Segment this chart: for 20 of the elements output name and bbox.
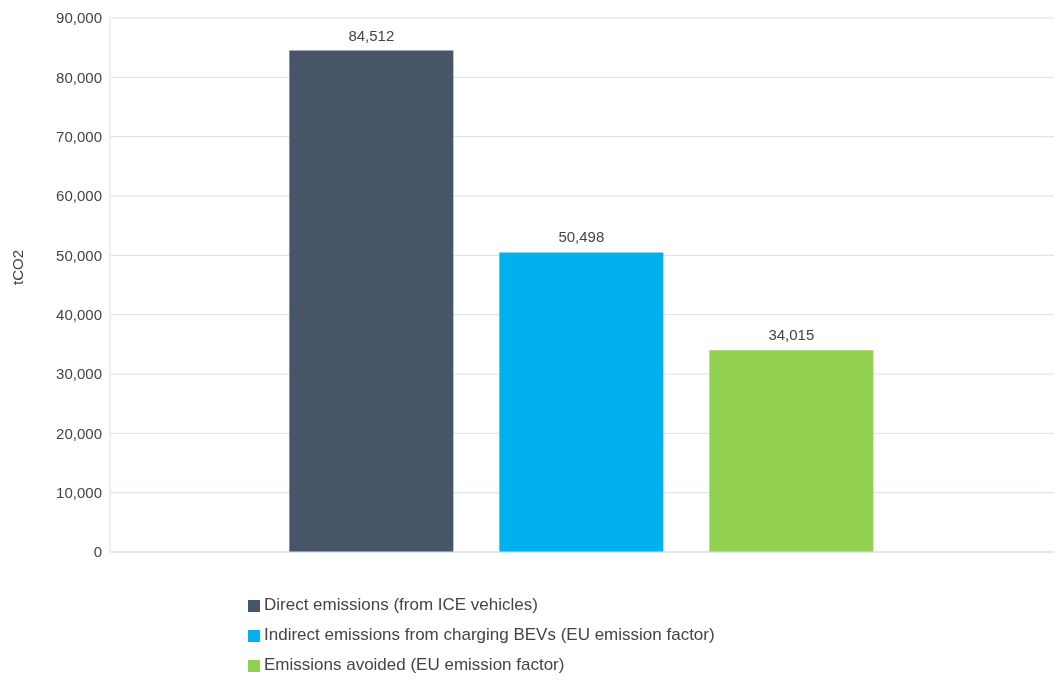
- legend-label: Indirect emissions from charging BEVs (EU emission factor): [264, 625, 715, 644]
- bar: [709, 350, 874, 552]
- legend-label: Emissions avoided (EU emission factor): [264, 655, 565, 674]
- bar: [499, 252, 664, 552]
- y-axis-title: tCO2: [9, 249, 27, 285]
- y-tick-label: 30,000: [56, 365, 102, 383]
- y-tick-label: 0: [93, 543, 102, 561]
- data-label: 34,015: [768, 326, 815, 344]
- legend-label: Direct emissions (from ICE vehicles): [264, 595, 538, 614]
- data-label: 84,512: [348, 26, 395, 44]
- y-tick-label: 80,000: [56, 68, 102, 86]
- bar: [289, 50, 454, 552]
- y-tick-label: 70,000: [56, 127, 102, 145]
- y-tick-label: 10,000: [56, 483, 102, 501]
- y-tick-label: 20,000: [56, 424, 102, 442]
- data-label: 50,498: [558, 228, 605, 246]
- y-tick-label: 90,000: [56, 9, 102, 27]
- y-tick-label: 50,000: [56, 246, 102, 264]
- y-tick-label: 40,000: [56, 305, 102, 323]
- y-tick-label: 60,000: [56, 187, 102, 205]
